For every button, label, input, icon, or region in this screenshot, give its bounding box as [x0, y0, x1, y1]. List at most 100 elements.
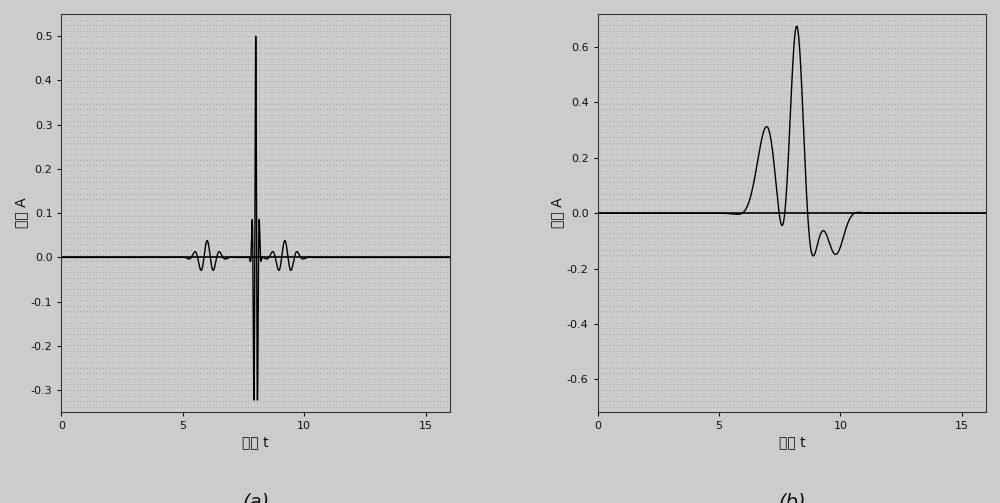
Point — [82, 105, 98, 113]
Point — [871, 324, 887, 332]
Point — [218, 336, 234, 344]
Point — [230, 229, 246, 237]
Point — [849, 234, 865, 242]
Point — [609, 206, 625, 214]
Point — [599, 324, 615, 332]
Point — [404, 71, 420, 79]
Point — [905, 257, 921, 265]
Point — [53, 318, 69, 326]
Point — [792, 167, 808, 175]
Point — [650, 252, 666, 260]
Point — [256, 144, 272, 152]
Point — [379, 184, 395, 192]
Point — [710, 190, 726, 198]
Point — [814, 268, 830, 276]
Point — [795, 111, 811, 119]
Point — [795, 201, 811, 209]
Point — [243, 161, 259, 170]
Point — [719, 206, 735, 214]
Point — [602, 32, 618, 40]
Point — [931, 122, 947, 130]
Point — [817, 139, 833, 147]
Point — [426, 60, 442, 68]
Point — [215, 10, 231, 18]
Point — [861, 403, 877, 411]
Point — [757, 218, 773, 226]
Point — [839, 268, 855, 276]
Point — [804, 296, 820, 304]
Point — [215, 122, 231, 130]
Point — [969, 347, 985, 355]
Point — [218, 201, 234, 209]
Point — [395, 408, 411, 416]
Point — [145, 218, 161, 226]
Point — [388, 392, 404, 400]
Point — [110, 139, 126, 147]
Point — [839, 279, 855, 287]
Point — [420, 77, 436, 86]
Point — [407, 240, 423, 248]
Point — [117, 150, 133, 158]
Point — [382, 257, 398, 265]
Point — [950, 71, 966, 79]
Point — [713, 408, 729, 416]
Point — [344, 184, 360, 192]
Point — [98, 285, 114, 293]
Point — [275, 240, 291, 248]
Point — [833, 347, 849, 355]
Point — [849, 252, 865, 260]
Point — [675, 83, 691, 91]
Point — [811, 173, 827, 181]
Point — [795, 341, 811, 349]
Point — [754, 330, 770, 338]
Point — [53, 206, 69, 214]
Point — [278, 105, 294, 113]
Point — [325, 66, 341, 74]
Point — [656, 330, 672, 338]
Point — [688, 173, 704, 181]
Point — [322, 408, 338, 416]
Point — [770, 49, 786, 57]
Point — [792, 324, 808, 332]
Point — [325, 302, 341, 310]
Point — [744, 296, 760, 304]
Point — [744, 218, 760, 226]
Point — [928, 330, 944, 338]
Point — [593, 341, 609, 349]
Point — [817, 341, 833, 349]
Point — [694, 358, 710, 366]
Point — [624, 375, 640, 383]
Point — [436, 122, 452, 130]
Point — [599, 201, 615, 209]
Point — [665, 234, 681, 242]
Point — [779, 324, 795, 332]
Point — [804, 352, 820, 360]
Point — [779, 195, 795, 203]
Point — [953, 302, 969, 310]
Point — [113, 83, 129, 91]
Point — [858, 173, 874, 181]
Point — [170, 201, 186, 209]
Point — [98, 55, 114, 63]
Point — [142, 206, 158, 214]
Point — [164, 77, 180, 86]
Point — [117, 218, 133, 226]
Point — [880, 245, 896, 254]
Point — [230, 324, 246, 332]
Point — [855, 341, 871, 349]
Point — [192, 397, 208, 405]
Point — [120, 263, 136, 271]
Point — [909, 178, 925, 186]
Point — [710, 100, 726, 108]
Point — [656, 139, 672, 147]
Point — [877, 184, 893, 192]
Point — [978, 285, 994, 293]
Point — [637, 403, 653, 411]
Point — [344, 307, 360, 315]
Point — [779, 178, 795, 186]
Point — [110, 161, 126, 170]
Point — [148, 252, 164, 260]
Point — [57, 201, 73, 209]
Point — [338, 184, 354, 192]
Point — [215, 94, 231, 102]
